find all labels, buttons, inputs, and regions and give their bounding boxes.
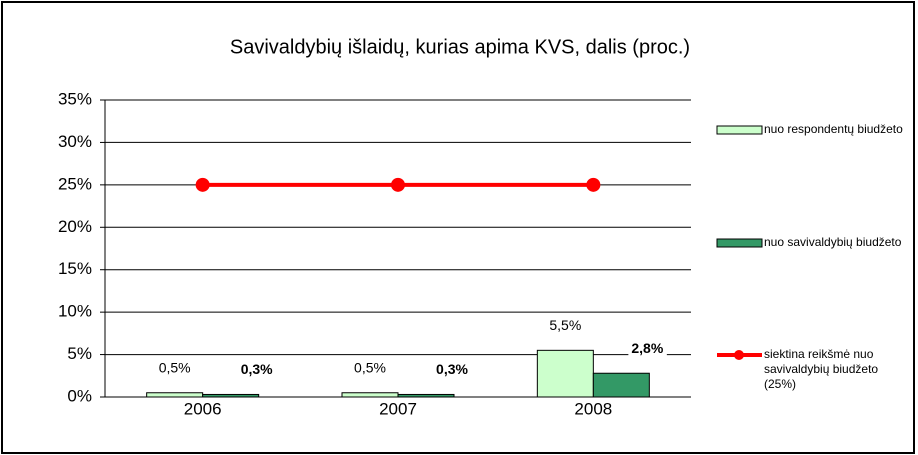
line-marker <box>195 177 210 192</box>
data-label-bg <box>351 358 389 377</box>
data-label-bg <box>155 358 194 377</box>
bar <box>397 393 455 398</box>
line-marker <box>391 177 405 192</box>
data-label-bg <box>237 360 277 379</box>
y-tick-label: 15% <box>58 259 92 278</box>
y-tick-label: 35% <box>58 89 92 108</box>
bar <box>341 392 399 398</box>
legend-swatch-marker <box>734 350 744 360</box>
y-tick-label: 25% <box>58 174 92 193</box>
data-label: 0,3% <box>241 361 273 377</box>
line-marker <box>586 177 601 192</box>
bar <box>146 392 204 398</box>
legend-label: siektina reikšmė nuo savivaldybių biudže… <box>764 347 879 391</box>
bar <box>592 372 650 398</box>
data-label-bg <box>546 316 585 335</box>
legend-label: nuo respondentų biudžeto <box>764 122 903 136</box>
y-tick-label: 30% <box>58 132 92 151</box>
x-tick-label: 2008 <box>574 399 612 418</box>
data-label: 5,5% <box>549 317 581 333</box>
chart-title: Savivaldybių išlaidų, kurias apima KVS, … <box>230 36 690 58</box>
y-tick-label: 10% <box>58 302 92 321</box>
y-tick-label: 20% <box>58 217 92 236</box>
data-label: 0,5% <box>354 359 386 375</box>
y-tick-label: 0% <box>67 386 92 405</box>
data-label: 2,8% <box>631 340 663 356</box>
legend-label: nuo savivaldybių biudžeto <box>764 235 902 249</box>
legend-swatch <box>716 125 763 135</box>
legend-item: nuo respondentų biudžeto <box>764 122 903 136</box>
data-label-bg <box>628 338 667 357</box>
data-label-bg <box>433 360 472 379</box>
legend-item: nuo savivaldybių biudžeto <box>764 235 902 249</box>
legend-swatch <box>716 238 763 248</box>
x-tick-label: 2006 <box>184 399 222 418</box>
x-tick-label: 2007 <box>379 399 417 418</box>
legend-item: siektina reikšmė nuo savivaldybių biudže… <box>764 347 879 391</box>
bar <box>536 349 594 398</box>
data-label: 0,5% <box>159 359 191 375</box>
y-tick-label: 5% <box>67 344 92 363</box>
bar <box>202 393 260 398</box>
data-label: 0,3% <box>436 361 468 377</box>
